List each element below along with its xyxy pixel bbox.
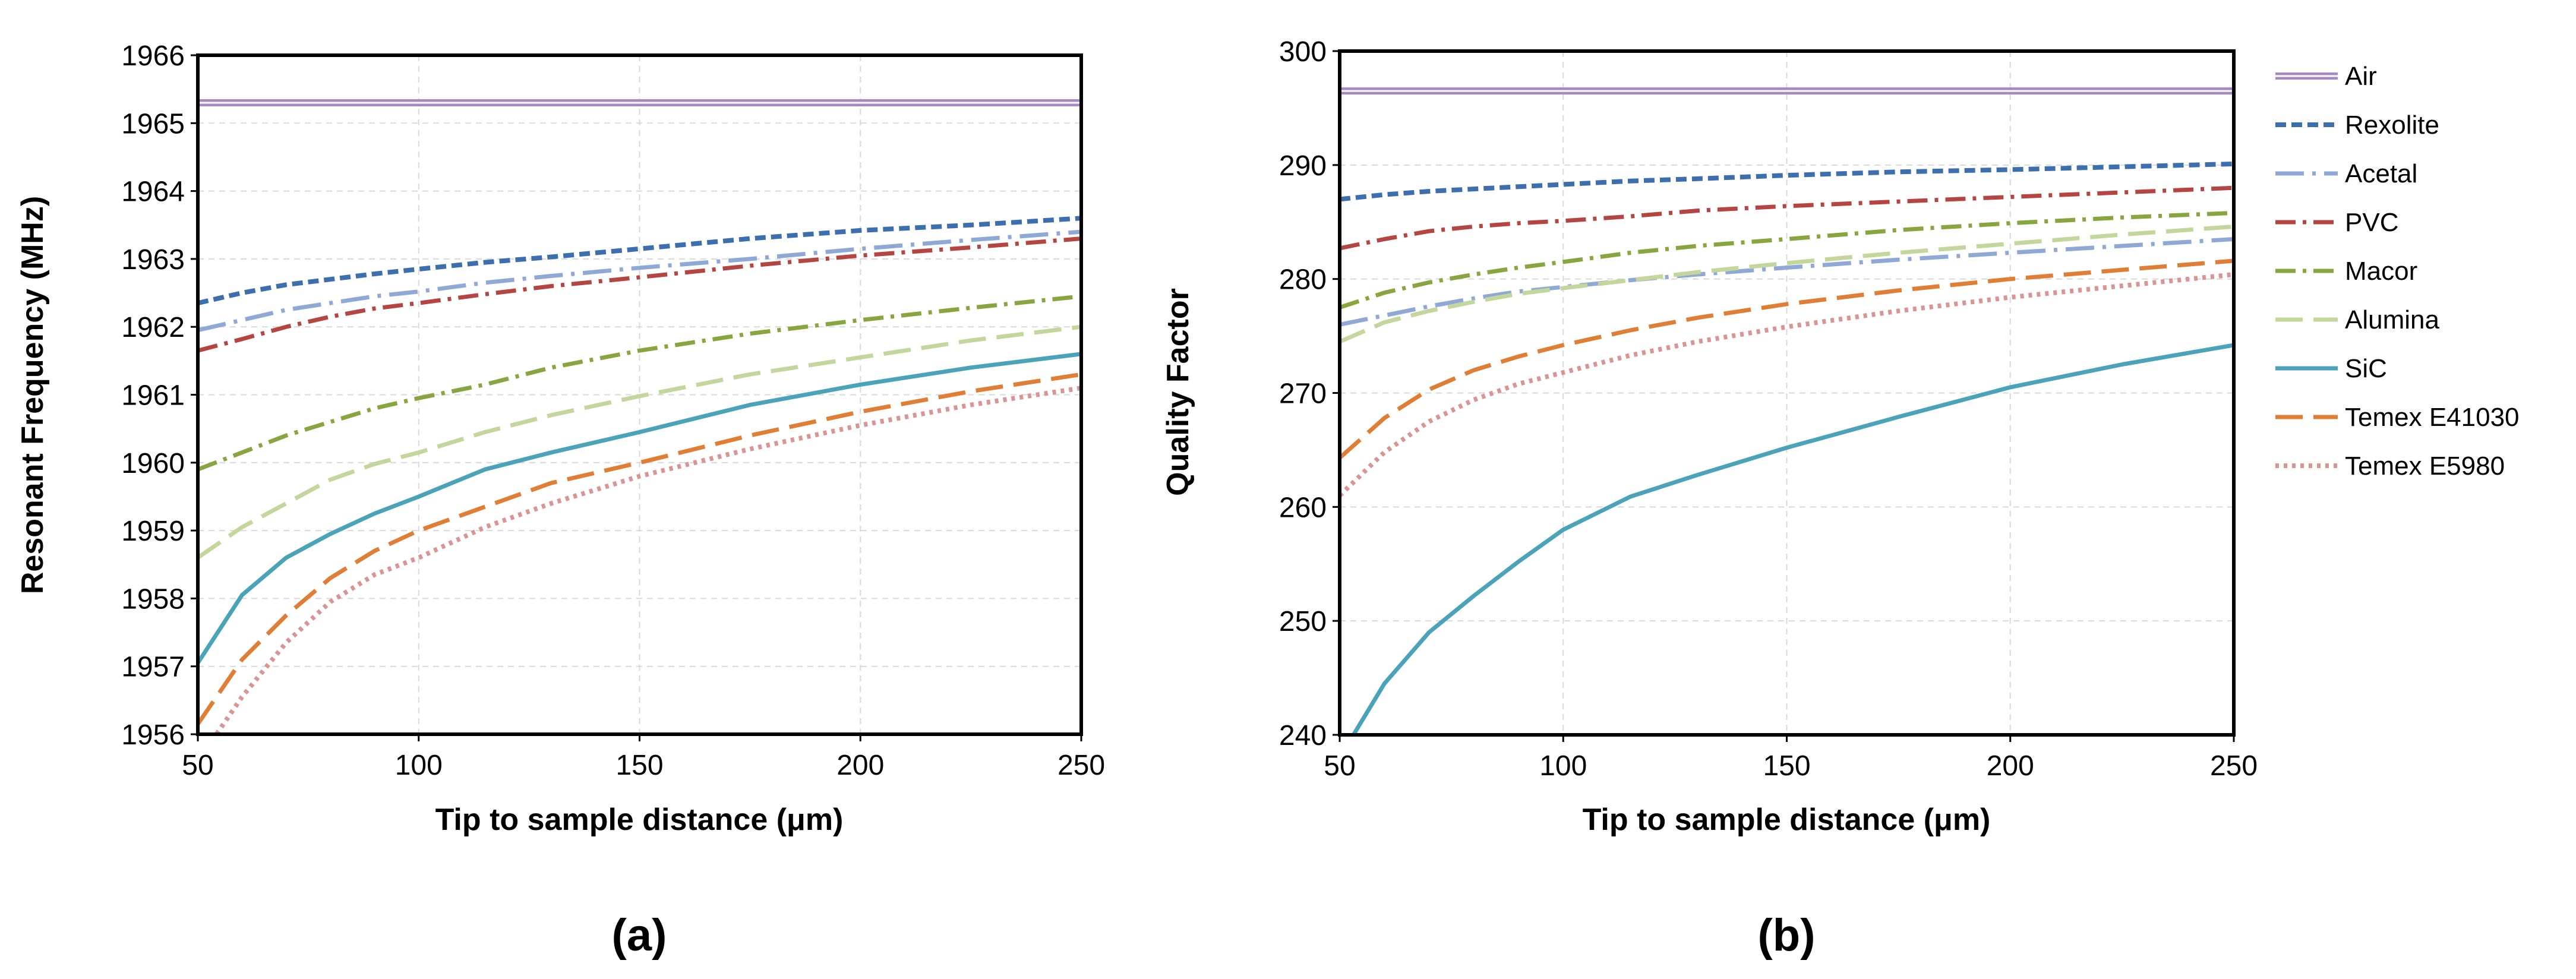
y-tick-label: 260 [1279, 492, 1327, 523]
x-tick-label: 50 [182, 750, 213, 781]
y-tick-label: 1965 [121, 108, 185, 140]
series-lines-a [198, 99, 1081, 734]
series-line-pvc [1340, 185, 2234, 251]
legend-label-air: Air [2345, 62, 2377, 91]
y-tick-label: 300 [1279, 36, 1327, 68]
series-line-macor [1340, 210, 2234, 310]
y-tick-label: 1956 [121, 719, 185, 751]
series-line-alumina [1340, 224, 2234, 344]
y-tick-label: 250 [1279, 606, 1327, 637]
x-tick-label: 200 [1987, 750, 2034, 782]
series-line-macor [198, 294, 1081, 472]
legend-label-acetal: Acetal [2345, 159, 2417, 188]
y-tick-label: 1958 [121, 583, 185, 615]
series-line-rexolite [1340, 161, 2234, 202]
series-line-acetal [1340, 237, 2234, 327]
series-line-temex-e5980 [1340, 272, 2234, 498]
y-tick-label: 1963 [121, 244, 185, 276]
x-tick-label: 200 [836, 750, 884, 781]
series-line-alumina [198, 324, 1081, 560]
series-lines-b [1340, 87, 2234, 735]
chart-a: 50 100 150 200 250 1956 1957 1958 1959 1960 1961 19… [15, 40, 1105, 961]
y-axis-label-b: Quality Factor [1161, 288, 1195, 496]
legend: Air Rexolite Acetal PVC Macor Alumina SiC Temex… [2275, 62, 2520, 481]
axis-ticks-b: 50 100 150 200 250 240 250 260 270 280 290 300 [1279, 36, 2258, 782]
panel-label-b: (b) [1757, 910, 1815, 961]
x-axis-label-b: Tip to sample distance (μm) [1583, 803, 1991, 837]
y-tick-label: 280 [1279, 264, 1327, 296]
series-line-rexolite [198, 216, 1081, 306]
series-line-sic [1351, 343, 2234, 735]
x-tick-label: 50 [1324, 750, 1355, 782]
panel-label-a: (a) [612, 910, 667, 961]
y-tick-label: 1959 [121, 516, 185, 547]
chart-b: 50 100 150 200 250 240 250 260 270 280 290 300 Tip … [1161, 36, 2258, 961]
legend-label-temex-e5980: Temex E5980 [2345, 451, 2505, 481]
x-tick-label: 100 [395, 750, 443, 781]
x-tick-label: 150 [1763, 750, 1810, 782]
x-tick-label: 250 [2210, 750, 2258, 782]
series-line-sic [198, 352, 1081, 664]
legend-label-sic: SiC [2345, 354, 2387, 383]
y-tick-label: 1964 [121, 176, 185, 208]
y-tick-label: 1966 [121, 40, 185, 72]
legend-label-pvc: PVC [2345, 208, 2398, 237]
y-tick-label: 1961 [121, 380, 185, 412]
series-line-pvc [198, 236, 1081, 353]
legend-label-macor: Macor [2345, 257, 2417, 286]
x-tick-label: 100 [1539, 750, 1587, 782]
x-axis-label-a: Tip to sample distance (μm) [435, 803, 844, 837]
series-line-temex-e41030 [198, 372, 1081, 725]
x-tick-label: 250 [1057, 750, 1105, 781]
y-tick-label: 1962 [121, 312, 185, 343]
x-tick-label: 150 [615, 750, 663, 781]
y-tick-label: 240 [1279, 720, 1327, 751]
y-tick-label: 290 [1279, 150, 1327, 182]
legend-label-rexolite: Rexolite [2345, 110, 2439, 140]
grid-b [1340, 51, 2234, 735]
series-line-temex-e41030 [1340, 258, 2234, 460]
axis-ticks-a: 50 100 150 200 250 1956 1957 1958 1959 1960 1961 19… [121, 40, 1105, 781]
y-tick-label: 270 [1279, 378, 1327, 410]
y-axis-label-a: Resonant Frequency (MHz) [15, 196, 50, 594]
legend-label-alumina: Alumina [2345, 305, 2439, 334]
y-tick-label: 1960 [121, 448, 185, 479]
y-tick-label: 1957 [121, 652, 185, 683]
legend-label-temex-e41030: Temex E41030 [2345, 403, 2520, 432]
